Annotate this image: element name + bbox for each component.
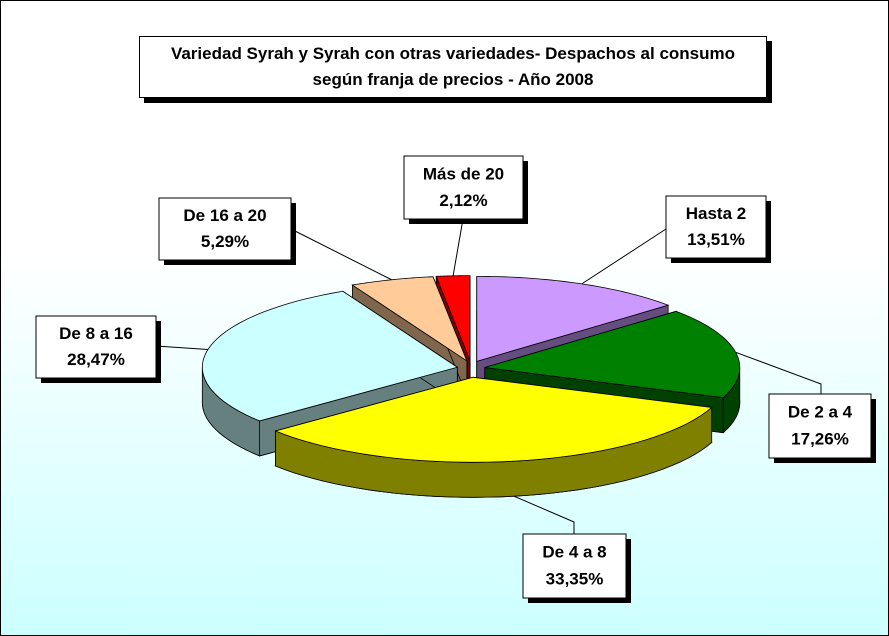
leader-line — [581, 228, 667, 285]
label-box — [35, 315, 157, 379]
leader-line — [513, 495, 575, 534]
label-box — [522, 533, 627, 599]
label-box — [768, 393, 872, 459]
value-label: 13,51% — [687, 230, 745, 249]
label-box — [158, 197, 292, 261]
category-label: Hasta 2 — [686, 204, 746, 223]
slice-top — [274, 376, 713, 463]
label-box — [665, 195, 767, 259]
value-label: 17,26% — [791, 430, 849, 449]
value-label: 2,12% — [439, 191, 487, 210]
slice — [274, 376, 713, 498]
chart-title: Variedad Syrah y Syrah con otras varieda… — [139, 36, 767, 98]
category-label: Más de 20 — [423, 164, 504, 183]
category-label: De 2 a 4 — [788, 403, 853, 422]
category-label: De 8 a 16 — [59, 324, 133, 343]
value-label: 5,29% — [201, 232, 249, 251]
label-box — [403, 155, 524, 220]
category-label: De 4 a 8 — [542, 543, 606, 562]
value-label: 28,47% — [67, 350, 125, 369]
value-label: 33,35% — [546, 570, 604, 589]
leader-line — [452, 218, 464, 276]
category-label: De 16 a 20 — [183, 206, 266, 225]
leader-line — [735, 351, 822, 394]
leader-line — [290, 228, 392, 281]
leader-line — [155, 345, 208, 350]
